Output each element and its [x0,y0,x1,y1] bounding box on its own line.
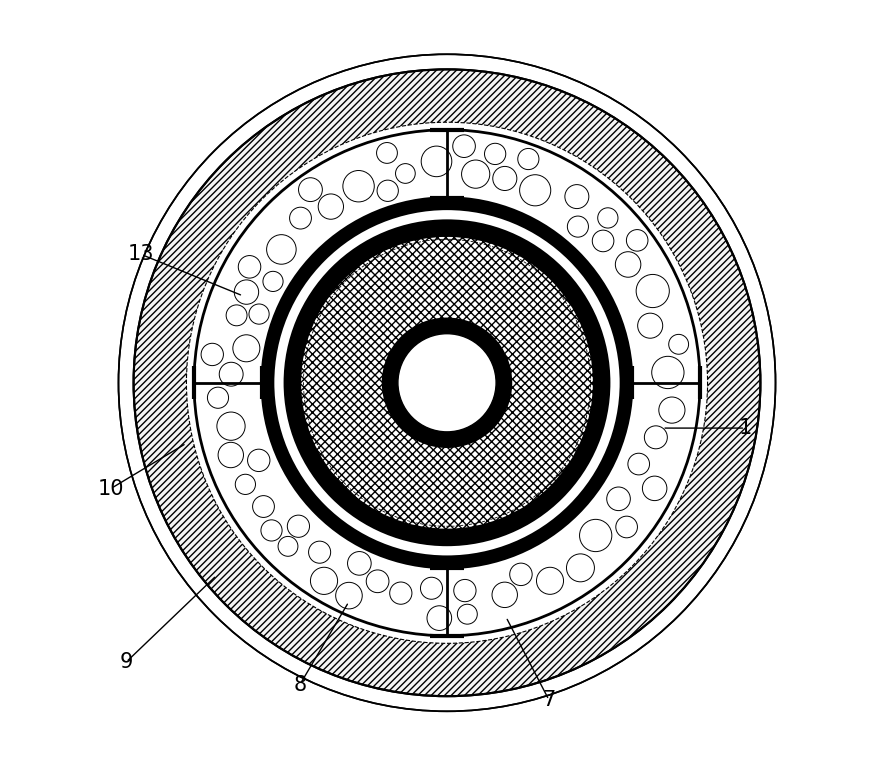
Circle shape [290,207,311,229]
Circle shape [536,567,563,594]
Circle shape [567,554,595,582]
Circle shape [643,476,667,500]
Circle shape [367,570,389,593]
Circle shape [207,387,229,409]
Circle shape [427,606,451,631]
Circle shape [253,496,274,518]
Circle shape [235,475,256,494]
Text: 10: 10 [97,478,124,499]
Circle shape [519,175,551,206]
Circle shape [232,335,260,362]
Circle shape [284,221,610,545]
Circle shape [274,209,620,556]
Circle shape [343,171,375,202]
Circle shape [299,177,323,202]
Circle shape [518,149,539,170]
Circle shape [119,55,775,711]
Circle shape [510,563,532,586]
Circle shape [187,122,707,644]
Circle shape [248,449,270,471]
Text: 9: 9 [119,652,132,672]
Circle shape [266,235,296,265]
Circle shape [318,194,343,219]
Circle shape [226,305,247,326]
Circle shape [659,397,685,423]
Circle shape [287,515,309,537]
Circle shape [669,334,688,354]
Circle shape [133,70,761,696]
Text: 8: 8 [293,675,307,695]
Circle shape [249,304,269,324]
Circle shape [239,255,261,278]
Circle shape [377,180,399,202]
Circle shape [615,252,641,277]
Circle shape [348,552,371,575]
Circle shape [398,334,496,432]
Circle shape [493,167,517,190]
Circle shape [628,453,650,475]
Circle shape [263,271,283,292]
Circle shape [458,604,477,624]
Circle shape [217,412,245,440]
Circle shape [568,216,588,237]
Circle shape [218,443,243,468]
Circle shape [335,582,362,609]
Circle shape [598,208,618,228]
Circle shape [579,519,611,552]
Circle shape [278,537,298,556]
Circle shape [565,185,589,208]
Circle shape [201,343,224,365]
Circle shape [637,313,662,338]
Circle shape [383,318,511,447]
Text: 7: 7 [543,690,555,710]
Circle shape [492,582,518,608]
Circle shape [310,567,338,594]
Circle shape [637,274,670,308]
Circle shape [592,230,614,252]
Circle shape [376,143,398,163]
Circle shape [420,578,443,600]
Circle shape [262,198,632,568]
Circle shape [645,426,667,449]
Circle shape [308,541,331,563]
Circle shape [627,230,648,251]
Circle shape [299,236,595,530]
Circle shape [454,579,476,602]
Text: 1: 1 [738,418,752,438]
Circle shape [234,280,258,304]
Circle shape [194,130,700,636]
Circle shape [652,356,684,389]
Circle shape [461,160,490,188]
Circle shape [261,520,283,541]
Circle shape [616,516,637,538]
Circle shape [607,487,630,511]
Circle shape [485,143,506,164]
Circle shape [421,146,451,177]
Text: 13: 13 [128,244,155,265]
Circle shape [219,362,243,386]
Circle shape [395,164,415,183]
Circle shape [452,135,476,158]
Circle shape [390,582,412,604]
